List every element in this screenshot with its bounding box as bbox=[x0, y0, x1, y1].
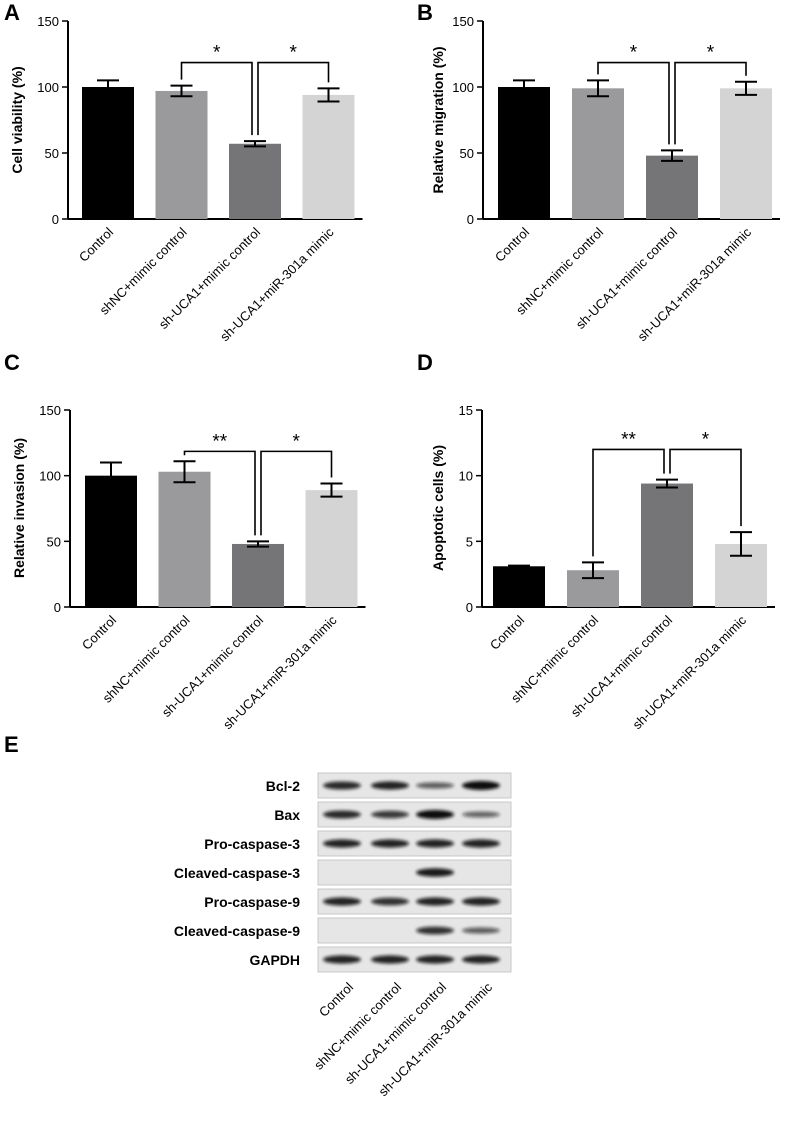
bar-2 bbox=[158, 471, 211, 607]
panel-label: B bbox=[417, 0, 433, 25]
blot-band bbox=[462, 955, 500, 964]
blot-band bbox=[371, 839, 409, 848]
category-label: Control bbox=[492, 224, 532, 264]
panel-label: A bbox=[4, 0, 20, 25]
blot-band bbox=[462, 839, 500, 848]
significance-label: * bbox=[290, 43, 298, 64]
bar-2 bbox=[572, 88, 624, 219]
blot-band bbox=[323, 781, 361, 790]
panel-label: E bbox=[4, 732, 19, 757]
blot-row-label: Bax bbox=[274, 807, 300, 823]
blot-band bbox=[462, 927, 500, 934]
bar-4 bbox=[302, 94, 355, 219]
significance-bracket bbox=[674, 61, 747, 145]
bar-2 bbox=[155, 90, 208, 220]
significance-label: * bbox=[293, 431, 301, 452]
blot-band bbox=[323, 810, 361, 819]
y-tick-label: 50 bbox=[47, 534, 61, 549]
significance-bracket bbox=[669, 448, 742, 527]
blot-band bbox=[323, 955, 361, 964]
bar-3 bbox=[232, 543, 284, 607]
bar-4 bbox=[720, 88, 772, 219]
category-label: Control bbox=[79, 612, 119, 652]
significance-bracket bbox=[183, 450, 256, 536]
lane-label: shNC+mimic control bbox=[311, 979, 404, 1072]
blot-band bbox=[371, 810, 409, 819]
blot-row-label: Pro-caspase-9 bbox=[204, 894, 300, 910]
y-tick-label: 0 bbox=[466, 600, 473, 615]
y-axis-label: Apoptotic cells (%) bbox=[430, 445, 446, 571]
y-tick-label: 15 bbox=[459, 403, 473, 418]
blot-band bbox=[416, 839, 454, 848]
significance-label: * bbox=[702, 429, 710, 450]
bar-4 bbox=[305, 490, 358, 607]
significance-label: * bbox=[213, 43, 221, 64]
y-tick-label: 0 bbox=[467, 212, 474, 227]
blot-row-label: Cleaved-caspase-9 bbox=[174, 923, 300, 939]
y-tick-label: 0 bbox=[54, 600, 61, 615]
panel-label: D bbox=[417, 350, 433, 375]
blot-band bbox=[462, 781, 500, 790]
y-tick-label: 150 bbox=[39, 403, 61, 418]
blot-row-label: Pro-caspase-3 bbox=[204, 836, 300, 852]
blot-band bbox=[462, 897, 500, 906]
blot-band bbox=[416, 926, 454, 935]
significance-bracket bbox=[592, 448, 665, 557]
significance-bracket bbox=[180, 61, 253, 136]
blot-row-label: Cleaved-caspase-3 bbox=[174, 865, 300, 881]
significance-bracket bbox=[597, 61, 670, 145]
blot-band bbox=[371, 955, 409, 964]
blot-band bbox=[323, 897, 361, 906]
y-tick-label: 50 bbox=[460, 146, 474, 161]
significance-label: * bbox=[707, 43, 715, 64]
y-tick-label: 5 bbox=[466, 534, 473, 549]
y-tick-label: 150 bbox=[452, 14, 474, 29]
bar-1 bbox=[498, 87, 550, 219]
blot-band bbox=[416, 955, 454, 964]
y-tick-label: 100 bbox=[452, 80, 474, 95]
bar-3 bbox=[229, 143, 281, 219]
blot-band bbox=[323, 839, 361, 848]
y-tick-label: 0 bbox=[52, 212, 59, 227]
y-tick-label: 10 bbox=[459, 469, 473, 484]
y-tick-label: 100 bbox=[37, 80, 59, 95]
blot-band bbox=[416, 868, 454, 877]
bar-3 bbox=[646, 155, 698, 219]
significance-bracket bbox=[260, 450, 333, 536]
bar-1 bbox=[493, 566, 545, 607]
category-label: Control bbox=[487, 612, 527, 652]
y-tick-label: 150 bbox=[37, 14, 59, 29]
y-axis-label: Relative migration (%) bbox=[430, 46, 446, 193]
category-label: Control bbox=[76, 224, 116, 264]
significance-bracket bbox=[257, 61, 330, 136]
bar-1 bbox=[85, 475, 137, 607]
bar-1 bbox=[82, 87, 134, 219]
blot-band bbox=[416, 782, 454, 789]
bar-3 bbox=[641, 483, 693, 607]
y-axis-label: Cell viability (%) bbox=[9, 66, 25, 173]
blot-band bbox=[462, 811, 500, 818]
y-axis-label: Relative invasion (%) bbox=[11, 438, 27, 578]
panel-label: C bbox=[4, 350, 20, 375]
y-tick-label: 50 bbox=[45, 146, 59, 161]
blot-strip bbox=[317, 859, 512, 886]
panel-E: E Bcl-2 Bax Pro-caspase-3 Cleaved-caspase-3 P… bbox=[4, 732, 512, 1099]
significance-label: ** bbox=[621, 429, 636, 450]
significance-label: * bbox=[630, 43, 638, 64]
blot-band bbox=[371, 781, 409, 790]
blot-band bbox=[416, 897, 454, 906]
blot-band bbox=[416, 810, 454, 819]
significance-label: ** bbox=[212, 431, 227, 452]
blot-row-label: Bcl-2 bbox=[266, 778, 300, 794]
blot-row-label: GAPDH bbox=[249, 952, 300, 968]
blot-band bbox=[371, 897, 409, 906]
lane-label: Control bbox=[316, 979, 356, 1019]
y-tick-label: 100 bbox=[39, 469, 61, 484]
